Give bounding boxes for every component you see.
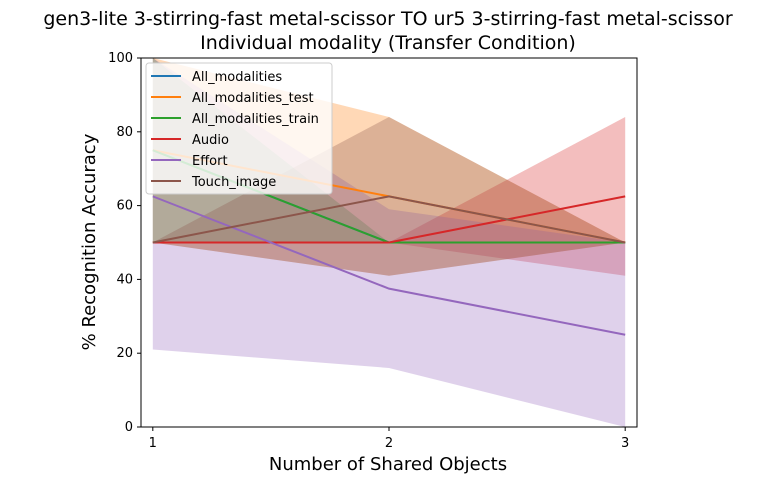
y-tick-label: 80 bbox=[116, 125, 133, 140]
legend-box bbox=[145, 62, 333, 195]
legend-label-all-modalities: All_modalities bbox=[192, 70, 282, 85]
line-touch-image bbox=[152, 195, 626, 244]
y-tick-label: 60 bbox=[116, 199, 133, 214]
chart-subtitle: Individual modality (Transfer Condition) bbox=[200, 32, 576, 54]
y-axis-label: % Recognition Accuracy bbox=[79, 133, 100, 350]
y-tick-label: 40 bbox=[116, 272, 133, 287]
x-axis-ticks: 1 2 3 bbox=[149, 427, 629, 451]
chart-title: gen3-lite 3-stirring-fast metal-scissor … bbox=[43, 8, 732, 30]
band-audio bbox=[152, 117, 626, 276]
legend-label-touch-image: Touch_image bbox=[191, 175, 276, 190]
x-axis-label: Number of Shared Objects bbox=[269, 454, 507, 475]
legend-label-all-modalities-train: All_modalities_train bbox=[192, 112, 319, 127]
legend: All_modalities All_modalities_test All_mod… bbox=[145, 62, 333, 195]
y-axis-ticks: 0 20 40 60 80 100 bbox=[108, 51, 141, 435]
line-audio bbox=[152, 195, 626, 244]
x-tick-label: 2 bbox=[385, 436, 393, 451]
y-tick-label: 0 bbox=[125, 420, 133, 435]
legend-label-effort: Effort bbox=[192, 154, 228, 169]
x-tick-label: 1 bbox=[149, 436, 157, 451]
y-tick-label: 20 bbox=[116, 346, 133, 361]
x-tick-label: 3 bbox=[621, 436, 629, 451]
y-tick-label: 100 bbox=[108, 51, 133, 66]
legend-label-audio: Audio bbox=[192, 133, 229, 148]
legend-label-all-modalities-test: All_modalities_test bbox=[192, 91, 314, 106]
